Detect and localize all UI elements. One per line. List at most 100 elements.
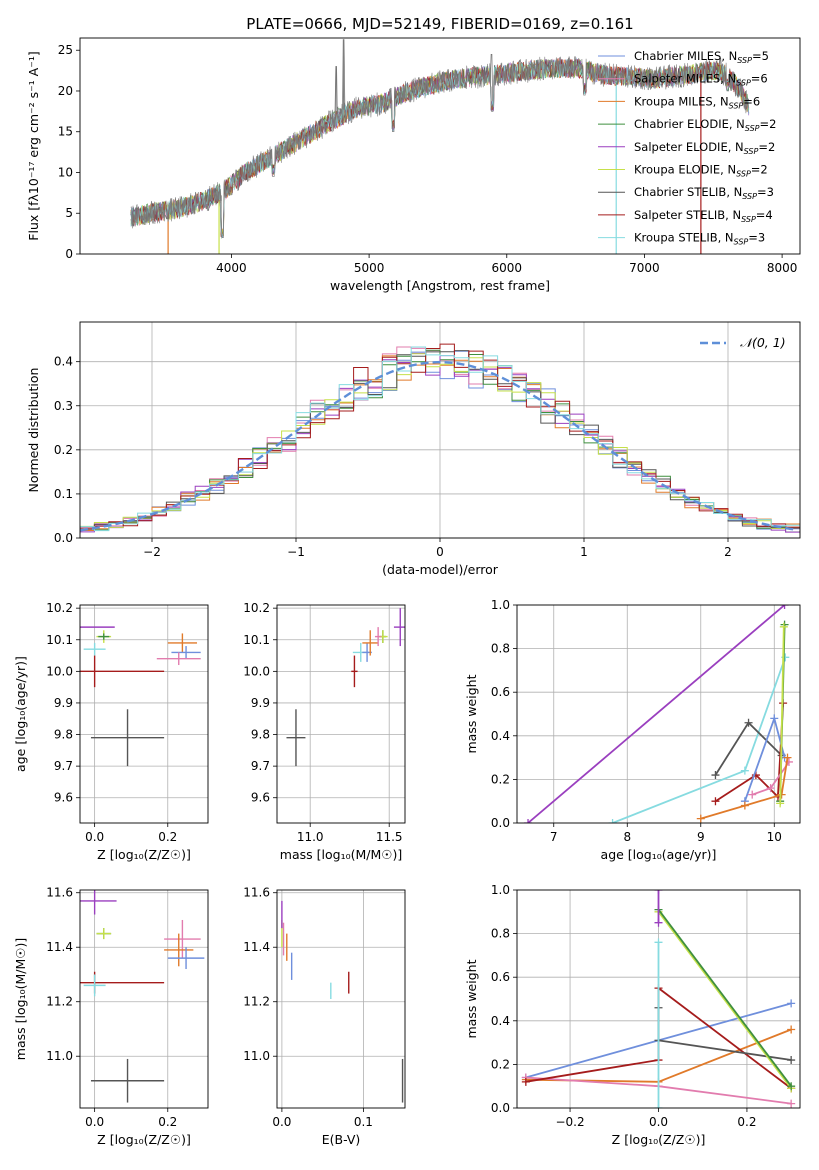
x-tick-label: 4000 bbox=[216, 261, 247, 275]
weight-marker bbox=[787, 1099, 796, 1108]
data-point bbox=[80, 890, 117, 915]
weight-line bbox=[657, 911, 792, 1089]
panel-age-vs-mass: 11.0 11.5 9.6 9.7 9.8 9.9 10.0 10.1 10.2 mass [lo… bbox=[243, 601, 406, 862]
data-point bbox=[83, 642, 106, 656]
y-tick-label: 0.4 bbox=[491, 1014, 510, 1028]
weight-marker bbox=[740, 801, 749, 810]
data-point bbox=[156, 652, 201, 666]
data-point bbox=[164, 933, 194, 967]
y-tick-label: 11.2 bbox=[46, 995, 73, 1009]
x-axis-label: Z [log₁₀(Z/Z☉)] bbox=[97, 847, 191, 862]
y-tick-label: 0.0 bbox=[491, 816, 510, 830]
y-tick-label: 0.8 bbox=[491, 927, 510, 941]
axes-frame bbox=[79, 321, 801, 539]
y-tick-label: 11.0 bbox=[243, 1049, 270, 1063]
weight-marker bbox=[766, 784, 775, 793]
y-tick-label: 10 bbox=[58, 165, 73, 179]
x-axis-label: age [log₁₀(age/yr)] bbox=[601, 847, 717, 862]
x-tick-label: 1 bbox=[580, 545, 588, 559]
legend-entry: Chabrier ELODIE, NSSP=2 bbox=[634, 117, 776, 133]
axes-frame bbox=[79, 37, 801, 255]
weight-marker bbox=[744, 718, 753, 727]
y-tick-label: 11.4 bbox=[243, 940, 270, 954]
data-point bbox=[374, 627, 382, 647]
legend-entry: 𝒩(0, 1) bbox=[740, 335, 786, 350]
y-tick-label: 11.2 bbox=[243, 995, 270, 1009]
x-tick-label: 8 bbox=[623, 830, 631, 844]
x-tick-label: 0.0 bbox=[85, 830, 104, 844]
x-tick-label: 6000 bbox=[491, 261, 522, 275]
y-tick-label: 0.0 bbox=[491, 1101, 510, 1115]
panel-mass-vs-z: 0.0 0.2 11.0 11.2 11.4 11.6 Z [log₁₀(Z/Z☉)] bbox=[46, 886, 209, 1147]
plot-area bbox=[80, 343, 800, 535]
data-point bbox=[90, 709, 165, 767]
y-tick-label: 0.4 bbox=[54, 355, 73, 369]
weight-marker bbox=[787, 1056, 796, 1065]
axes-frame bbox=[516, 889, 801, 1109]
data-point bbox=[167, 947, 205, 970]
y-tick-label: 0.6 bbox=[491, 970, 510, 984]
x-axis-label: E(B-V) bbox=[322, 1132, 361, 1147]
plot-area bbox=[281, 900, 404, 1103]
x-axis-label: (data-model)/error bbox=[382, 562, 499, 577]
y-tick-label: 0.8 bbox=[491, 642, 510, 656]
data-point bbox=[83, 974, 106, 997]
legend-entry: Salpeter MILES, NSSP=6 bbox=[634, 72, 768, 88]
x-axis-label: wavelength [Angstrom, rest frame] bbox=[330, 278, 550, 293]
y-tick-label: 25 bbox=[58, 43, 73, 57]
data-point bbox=[167, 633, 198, 653]
y-tick-label: 0.3 bbox=[54, 399, 73, 413]
weight-line bbox=[527, 605, 786, 823]
weight-marker bbox=[787, 1025, 796, 1034]
y-tick-label: 15 bbox=[58, 125, 73, 139]
y-tick-label: 5 bbox=[65, 206, 73, 220]
y-tick-label: 9.9 bbox=[251, 696, 270, 710]
weight-marker bbox=[654, 1104, 663, 1108]
y-tick-label: 10.2 bbox=[46, 601, 73, 615]
panel-weight-vs-z: −0.2 0.0 0.2 0.0 0.2 0.4 0.6 0.8 1.0 Z [log₁₀(Z/Z… bbox=[491, 883, 801, 1147]
weight-marker bbox=[711, 771, 720, 780]
x-tick-label: 11.5 bbox=[376, 830, 403, 844]
y-tick-label: 0 bbox=[65, 247, 73, 261]
legend-entry: Chabrier MILES, NSSP=5 bbox=[634, 49, 769, 65]
x-tick-label: −0.2 bbox=[555, 1115, 584, 1129]
y-tick-label: 11.0 bbox=[46, 1049, 73, 1063]
weight-marker bbox=[654, 938, 663, 947]
x-tick-label: −1 bbox=[287, 545, 305, 559]
axes-frame bbox=[276, 604, 406, 824]
weight-marker bbox=[787, 999, 796, 1008]
y-tick-label: 0.2 bbox=[491, 1057, 510, 1071]
weight-marker bbox=[776, 799, 785, 808]
legend-entry: Salpeter STELIB, NSSP=4 bbox=[634, 208, 773, 224]
axes-frame bbox=[276, 889, 406, 1109]
axes-frame bbox=[79, 889, 209, 1109]
plot-area bbox=[80, 890, 205, 1103]
figure-title: PLATE=0666, MJD=52149, FIBERID=0169, z=0… bbox=[246, 15, 633, 33]
data-point bbox=[164, 919, 201, 959]
x-tick-label: 8000 bbox=[767, 261, 798, 275]
data-point bbox=[351, 655, 358, 688]
x-tick-label: 0.2 bbox=[158, 830, 177, 844]
data-point bbox=[362, 630, 379, 656]
weight-marker bbox=[711, 797, 720, 806]
y-axis-label: Flux [fλ10⁻¹⁷ erg cm⁻² s⁻¹ A⁻¹] bbox=[26, 51, 41, 240]
plot-area bbox=[286, 608, 405, 767]
y-tick-label: 10.0 bbox=[243, 664, 270, 678]
legend-entry: Kroupa ELODIE, NSSP=2 bbox=[634, 163, 768, 179]
x-axis-label: Z [log₁₀(Z/Z☉)] bbox=[612, 1132, 706, 1147]
y-tick-label: 10.1 bbox=[46, 633, 73, 647]
x-tick-label: 0.2 bbox=[737, 1115, 756, 1129]
weight-marker bbox=[521, 1077, 530, 1086]
y-tick-label: 10.1 bbox=[243, 633, 270, 647]
weight-line bbox=[657, 909, 792, 1087]
x-tick-label: 0.0 bbox=[85, 1115, 104, 1129]
x-tick-label: 9 bbox=[697, 830, 705, 844]
y-tick-label: 1.0 bbox=[491, 883, 510, 897]
plot-area bbox=[80, 626, 201, 767]
y-tick-label: 9.6 bbox=[54, 791, 73, 805]
y-tick-label: 11.6 bbox=[243, 886, 270, 900]
x-axis-label: Z [log₁₀(Z/Z☉)] bbox=[97, 1132, 191, 1147]
axes-frame bbox=[516, 604, 801, 824]
y-tick-label: 10.2 bbox=[243, 601, 270, 615]
